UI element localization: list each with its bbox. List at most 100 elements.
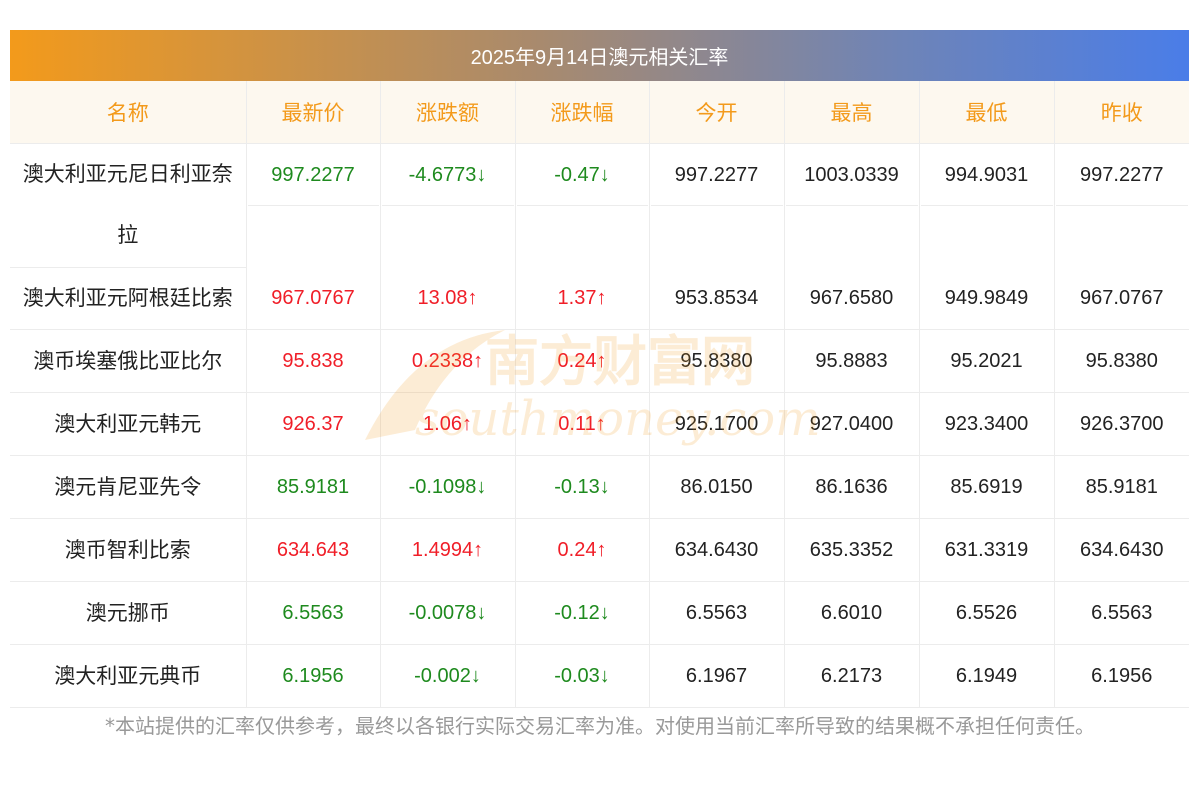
header-change-pct: 涨跌幅 xyxy=(514,81,649,144)
high-price: 1003.0339 xyxy=(785,145,918,206)
change-amount-cell: 0.2338↑ xyxy=(379,329,515,393)
change-percent: 0.24↑ xyxy=(557,349,607,372)
open-price-cell: 6.1967 xyxy=(648,644,784,708)
change-percent-cell: -0.03↓ xyxy=(514,644,649,708)
table-row: 澳元挪币 6.5563 -0.0078↓ -0.12↓ 6.5563 6.6010 6.55… xyxy=(10,581,1189,645)
latest-price-cell: 997.2277 xyxy=(245,143,380,267)
high-price-cell: 86.1636 xyxy=(783,455,919,519)
change-percent-cell: -0.12↓ xyxy=(514,581,649,645)
latest-price: 6.5563 xyxy=(282,601,344,624)
high-price-cell: 1003.0339 xyxy=(783,143,919,267)
change-percent: 1.37↑ xyxy=(557,286,607,309)
high-price: 95.8883 xyxy=(815,349,888,372)
table-row: 澳大利亚元尼日利亚奈拉 997.2277 -4.6773↓ -0.47↓ 997.227… xyxy=(10,143,1189,268)
exchange-rate-table: 名称 最新价 涨跌额 涨跌幅 今开 最高 最低 昨收 澳大利亚元尼日利亚奈拉 99… xyxy=(10,81,1189,708)
prev-close-cell: 926.3700 xyxy=(1053,392,1189,456)
prev-close-cell: 95.8380 xyxy=(1053,329,1189,393)
table-row: 澳元肯尼亚先令 85.9181 -0.1098↓ -0.13↓ 86.0150 86.16… xyxy=(10,455,1189,519)
low-price: 85.6919 xyxy=(950,475,1023,498)
prev-close-cell: 85.9181 xyxy=(1053,455,1189,519)
low-price: 949.9849 xyxy=(944,286,1029,309)
latest-price-cell: 85.9181 xyxy=(245,455,380,519)
currency-pair-name: 澳币智利比索 xyxy=(10,518,246,582)
latest-price: 634.643 xyxy=(276,538,350,561)
prev-close-cell: 6.5563 xyxy=(1053,581,1189,645)
high-price-cell: 6.6010 xyxy=(783,581,919,645)
change-amount: -0.002↓ xyxy=(414,664,481,687)
header-open: 今开 xyxy=(648,81,784,144)
change-amount-cell: 1.4994↑ xyxy=(379,518,515,582)
low-price: 631.3319 xyxy=(944,538,1029,561)
currency-pair-name: 澳大利亚元韩元 xyxy=(10,392,246,456)
open-price-cell: 86.0150 xyxy=(648,455,784,519)
header-change: 涨跌额 xyxy=(379,81,515,144)
table-row: 澳大利亚元典币 6.1956 -0.002↓ -0.03↓ 6.1967 6.2173 6.… xyxy=(10,644,1189,708)
latest-price-cell: 634.643 xyxy=(245,518,380,582)
latest-price: 95.838 xyxy=(282,349,344,372)
prev-close: 997.2277 xyxy=(1055,145,1188,206)
table-row: 澳币埃塞俄比亚比尔 95.838 0.2338↑ 0.24↑ 95.8380 95.888… xyxy=(10,329,1189,393)
prev-close-cell: 997.2277 xyxy=(1053,143,1189,267)
prev-close: 95.8380 xyxy=(1085,349,1158,372)
open-price: 997.2277 xyxy=(650,145,783,206)
latest-price: 85.9181 xyxy=(276,475,350,498)
open-price: 634.6430 xyxy=(674,538,759,561)
open-price: 6.5563 xyxy=(685,601,748,624)
currency-pair-name: 澳元肯尼亚先令 xyxy=(10,455,246,519)
low-price-cell: 85.6919 xyxy=(918,455,1054,519)
open-price-cell: 95.8380 xyxy=(648,329,784,393)
prev-close: 85.9181 xyxy=(1085,475,1158,498)
low-price-cell: 6.5526 xyxy=(918,581,1054,645)
low-price: 6.5526 xyxy=(955,601,1018,624)
change-percent: -0.47↓ xyxy=(516,145,648,206)
table-header-row: 名称 最新价 涨跌额 涨跌幅 今开 最高 最低 昨收 xyxy=(10,81,1189,144)
low-price-cell: 95.2021 xyxy=(918,329,1054,393)
table-row: 澳大利亚元韩元 926.37 1.06↑ 0.11↑ 925.1700 927.0400 9… xyxy=(10,392,1189,456)
low-price-cell: 923.3400 xyxy=(918,392,1054,456)
change-amount-cell: -0.0078↓ xyxy=(379,581,515,645)
change-amount-cell: -0.1098↓ xyxy=(379,455,515,519)
low-price: 6.1949 xyxy=(955,664,1018,687)
currency-pair-name: 澳元挪币 xyxy=(10,581,246,645)
low-price-cell: 631.3319 xyxy=(918,518,1054,582)
change-amount-cell: 1.06↑ xyxy=(379,392,515,456)
low-price: 95.2021 xyxy=(950,349,1023,372)
open-price: 95.8380 xyxy=(680,349,753,372)
open-price-cell: 634.6430 xyxy=(648,518,784,582)
prev-close: 926.3700 xyxy=(1080,412,1164,435)
table-title: 2025年9月14日澳元相关汇率 xyxy=(10,30,1189,81)
latest-price: 967.0767 xyxy=(271,286,355,309)
latest-price-cell: 6.5563 xyxy=(245,581,380,645)
open-price: 953.8534 xyxy=(674,286,759,309)
change-percent-cell: -0.47↓ xyxy=(514,143,649,267)
disclaimer-note: *本站提供的汇率仅供参考，最终以各银行实际交易汇率为准。对使用当前汇率所导致的结… xyxy=(105,714,1095,738)
open-price: 86.0150 xyxy=(680,475,753,498)
change-percent: 0.11↑ xyxy=(558,412,606,435)
currency-pair-name: 澳大利亚元尼日利亚奈拉 xyxy=(10,143,246,268)
open-price-cell: 925.1700 xyxy=(648,392,784,456)
currency-pair-name: 澳大利亚元阿根廷比索 xyxy=(10,267,246,330)
header-high: 最高 xyxy=(783,81,919,144)
change-amount-cell: 13.08↑ xyxy=(379,267,515,330)
change-percent: -0.13↓ xyxy=(554,475,610,498)
prev-close-cell: 634.6430 xyxy=(1053,518,1189,582)
prev-close: 634.6430 xyxy=(1080,538,1164,561)
rate-table-container: 2025年9月14日澳元相关汇率 名称 最新价 涨跌额 涨跌幅 今开 最高 最低… xyxy=(10,30,1189,708)
latest-price-cell: 95.838 xyxy=(245,329,380,393)
high-price-cell: 967.6580 xyxy=(783,267,919,330)
change-amount-cell: -4.6773↓ xyxy=(379,143,515,267)
change-percent-cell: 0.24↑ xyxy=(514,518,649,582)
latest-price: 926.37 xyxy=(282,412,344,435)
change-percent-cell: 1.37↑ xyxy=(514,267,649,330)
low-price-cell: 949.9849 xyxy=(918,267,1054,330)
high-price: 967.6580 xyxy=(809,286,894,309)
low-price-cell: 6.1949 xyxy=(918,644,1054,708)
high-price: 927.0400 xyxy=(809,412,894,435)
change-amount: 1.06↑ xyxy=(423,412,472,435)
latest-price: 997.2277 xyxy=(247,145,379,206)
change-amount: -0.1098↓ xyxy=(408,475,487,498)
high-price: 635.3352 xyxy=(809,538,894,561)
latest-price: 6.1956 xyxy=(282,664,344,687)
change-percent: -0.12↓ xyxy=(554,601,610,624)
open-price-cell: 6.5563 xyxy=(648,581,784,645)
